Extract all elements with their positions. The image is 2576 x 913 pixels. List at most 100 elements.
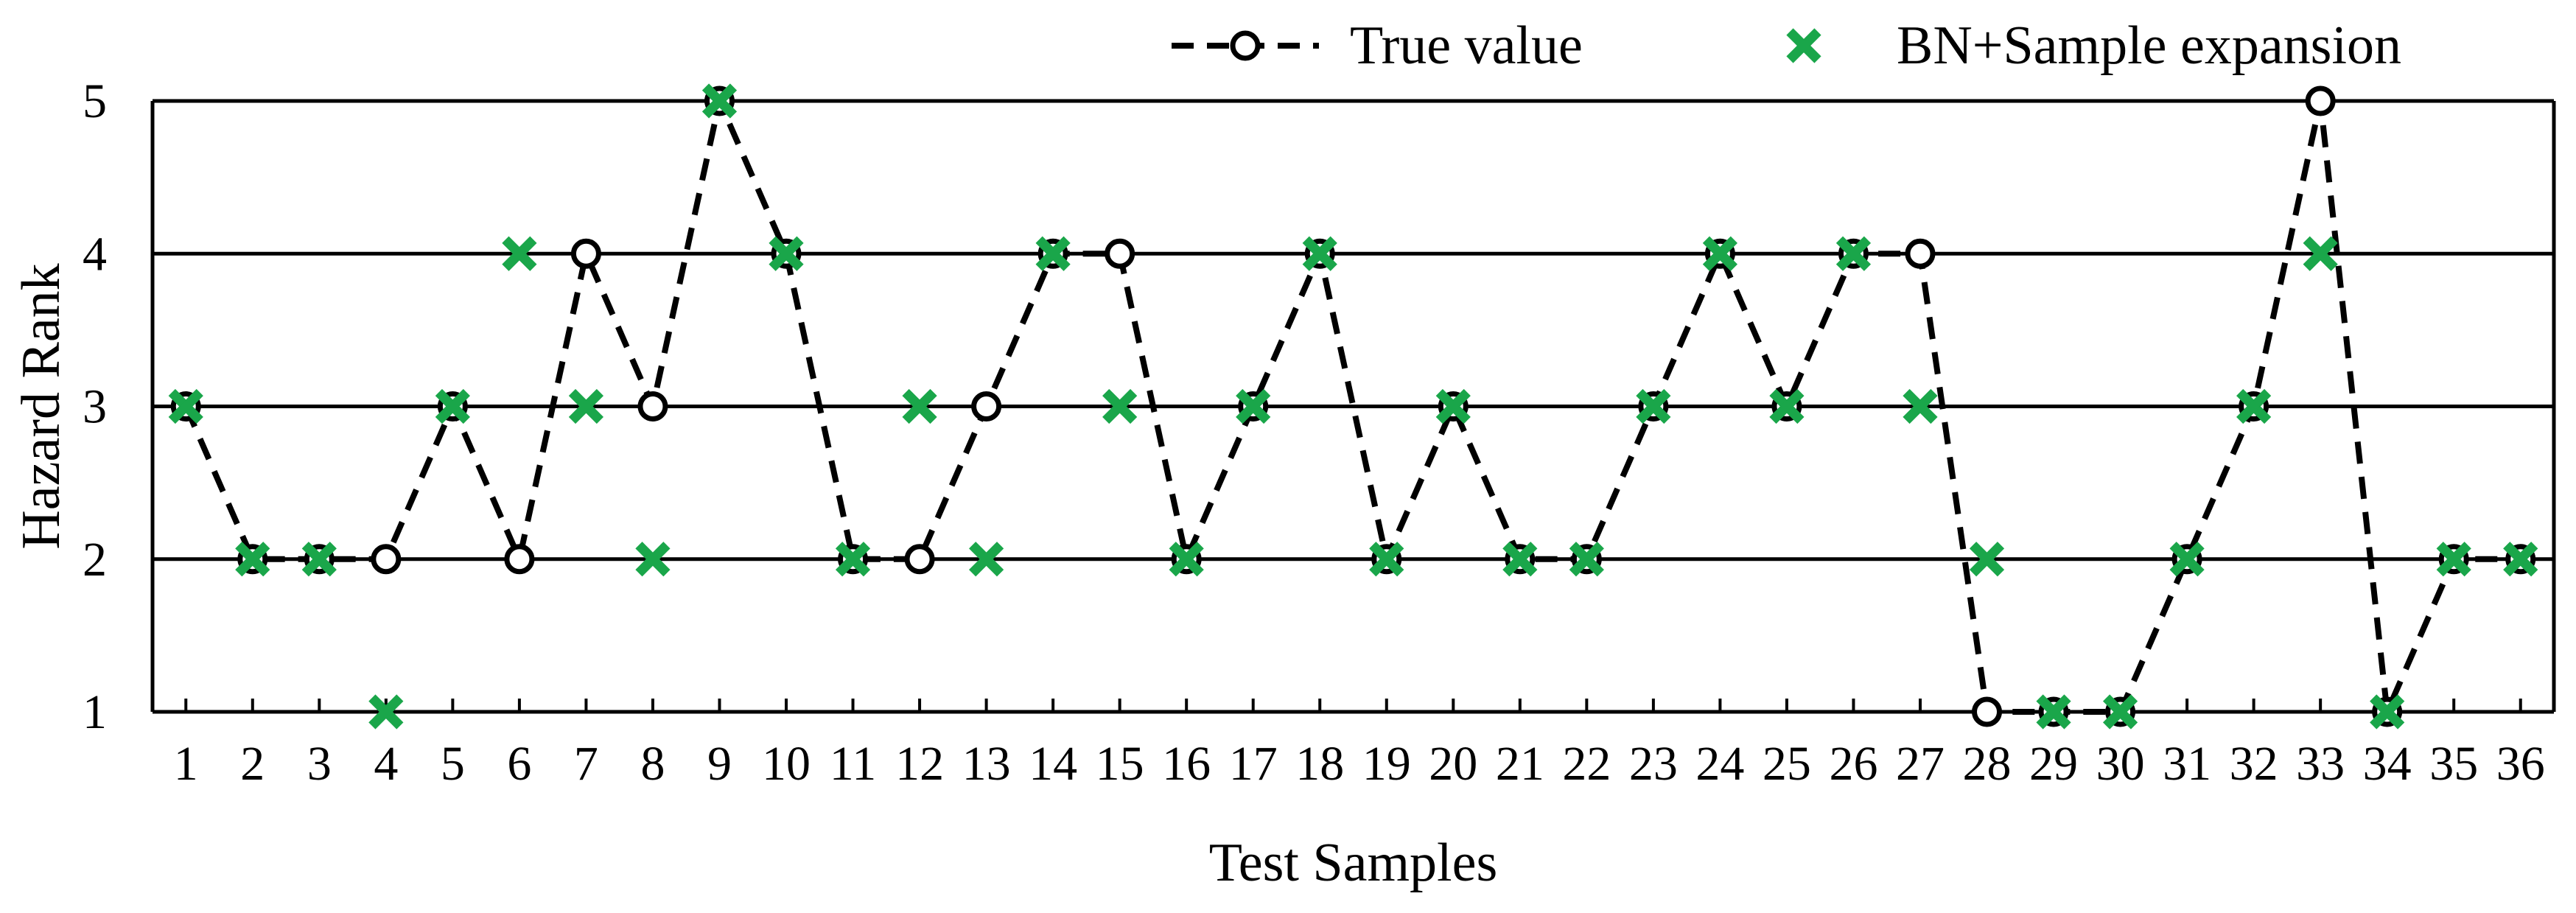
x-tick-label-13: 13 (962, 737, 1011, 791)
bn-point-11 (835, 542, 871, 577)
true-value-point-12 (904, 544, 935, 575)
bn-point-6 (502, 236, 537, 271)
x-tick-label-29: 29 (2029, 737, 2078, 791)
x-tick-label-26: 26 (1829, 737, 1877, 791)
series-bn-sample-expansion (168, 83, 2538, 730)
bn-point-13 (969, 542, 1004, 577)
true-value-point-27 (1905, 238, 1936, 269)
x-tick-label-28: 28 (1963, 737, 2012, 791)
bn-point-12 (902, 388, 937, 424)
x-tick-label-2: 2 (240, 737, 265, 791)
bn-point-7 (568, 388, 604, 424)
y-axis-label: Hazard Rank (11, 263, 71, 549)
legend-true-value-marker (1230, 30, 1261, 61)
x-tick-label-19: 19 (1362, 737, 1411, 791)
y-tick-label-2: 2 (83, 533, 107, 587)
x-tick-label-21: 21 (1496, 737, 1544, 791)
x-tick-label-32: 32 (2230, 737, 2278, 791)
bn-point-5 (435, 388, 470, 424)
bn-point-33 (2303, 236, 2338, 271)
x-tick-label-18: 18 (1295, 737, 1344, 791)
x-tick-label-1: 1 (174, 737, 198, 791)
true-value-line (183, 98, 2521, 715)
bn-point-28 (1969, 542, 2005, 577)
bn-point-14 (1035, 236, 1071, 271)
x-tick-label-5: 5 (441, 737, 465, 791)
true-value-point-7 (570, 238, 601, 269)
bn-point-25 (1769, 388, 1805, 424)
bn-point-10 (769, 236, 804, 271)
bn-point-8 (635, 542, 671, 577)
bn-point-21 (1502, 542, 1538, 577)
x-tick-label-9: 9 (707, 737, 732, 791)
bn-point-36 (2503, 542, 2538, 577)
x-tick-label-30: 30 (2096, 737, 2145, 791)
bn-point-20 (1435, 388, 1471, 424)
x-tick-label-22: 22 (1562, 737, 1611, 791)
bn-point-18 (1302, 236, 1337, 271)
x-tick-label-36: 36 (2496, 737, 2545, 791)
true-value-point-28 (1972, 696, 2003, 727)
x-tick-label-34: 34 (2363, 737, 2412, 791)
x-tick-label-25: 25 (1763, 737, 1811, 791)
legend-bn-marker (1786, 28, 1821, 63)
true-value-point-13 (971, 391, 1002, 421)
x-tick-label-6: 6 (507, 737, 531, 791)
x-tick-label-23: 23 (1629, 737, 1678, 791)
bn-point-30 (2102, 694, 2138, 730)
bn-point-34 (2370, 694, 2405, 730)
legend-true-value-label: True value (1350, 15, 1583, 76)
x-axis-label: Test Samples (1209, 833, 1498, 893)
true-value-point-6 (504, 544, 535, 575)
true-value-point-33 (2305, 85, 2336, 116)
bn-point-26 (1835, 236, 1872, 271)
bn-point-15 (1102, 388, 1138, 424)
x-tick-label-20: 20 (1429, 737, 1477, 791)
bn-point-19 (1369, 542, 1404, 577)
legend: True value BN+Sample expansion (1172, 15, 2401, 76)
bn-point-27 (1903, 388, 1938, 424)
x-tick-label-17: 17 (1229, 737, 1278, 791)
legend-bn-label: BN+Sample expansion (1897, 15, 2401, 76)
bn-point-22 (1569, 542, 1604, 577)
bn-point-32 (2236, 388, 2272, 424)
x-tick-label-4: 4 (374, 737, 398, 791)
plot-frame (150, 101, 2556, 714)
x-tick-label-7: 7 (574, 737, 598, 791)
x-tick-label-3: 3 (307, 737, 332, 791)
bn-point-3 (301, 542, 337, 577)
true-value-point-15 (1105, 238, 1135, 269)
bn-point-16 (1169, 542, 1204, 577)
x-tick-label-11: 11 (830, 737, 877, 791)
x-tick-label-15: 15 (1096, 737, 1144, 791)
bn-point-31 (2169, 542, 2205, 577)
axis-labels: Test Samples Hazard Rank (11, 263, 1497, 893)
x-tick-label-12: 12 (895, 737, 944, 791)
x-tick-label-8: 8 (640, 737, 665, 791)
bn-point-24 (1702, 236, 1737, 271)
bn-point-1 (168, 388, 203, 424)
bn-point-9 (701, 83, 738, 119)
y-tick-label-1: 1 (83, 685, 107, 739)
y-tick-label-4: 4 (83, 227, 107, 281)
x-tick-label-31: 31 (2163, 737, 2211, 791)
true-value-point-8 (637, 391, 668, 421)
x-tick-label-33: 33 (2296, 737, 2345, 791)
bn-point-4 (368, 694, 404, 730)
bn-point-29 (2036, 694, 2071, 730)
bn-point-2 (235, 542, 270, 577)
y-tick-label-3: 3 (83, 380, 107, 434)
x-tick-label-14: 14 (1029, 737, 1077, 791)
gridlines (153, 99, 2554, 562)
y-tick-label-5: 5 (83, 74, 107, 128)
x-tick-label-16: 16 (1162, 737, 1211, 791)
bn-point-23 (1636, 388, 1671, 424)
x-tick-label-27: 27 (1896, 737, 1945, 791)
bn-point-35 (2436, 542, 2471, 577)
x-tick-label-24: 24 (1695, 737, 1744, 791)
bn-point-17 (1236, 388, 1271, 424)
true-value-point-4 (371, 544, 402, 575)
x-tick-label-10: 10 (762, 737, 811, 791)
x-tick-label-35: 35 (2429, 737, 2478, 791)
